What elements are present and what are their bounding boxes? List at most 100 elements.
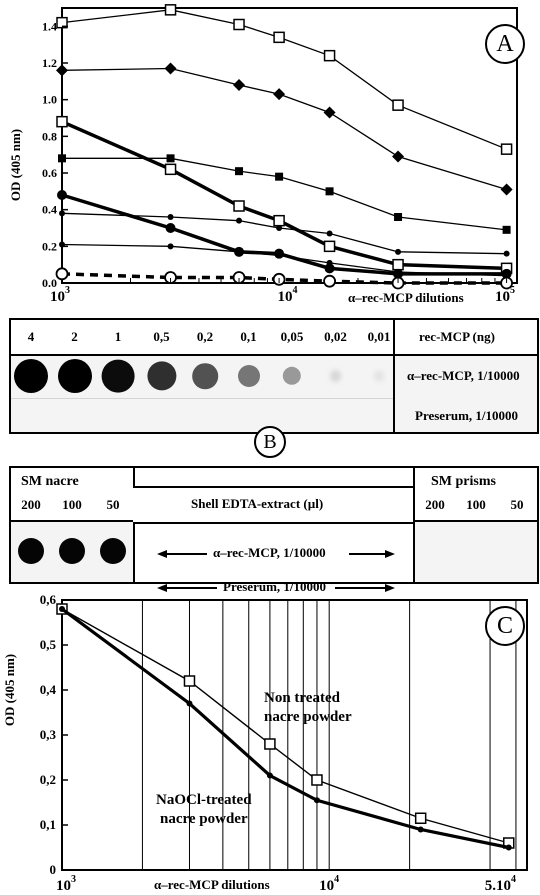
blot-rec-mcp-divider (393, 320, 395, 432)
chart-a-series-1-point (164, 4, 177, 16)
blot-rec-mcp-dot (14, 359, 48, 393)
blot-shell-row-label-1: α–rec-MCP, 1/10000 (213, 545, 326, 560)
chart-c-axes (61, 599, 528, 871)
blot-rec-mcp-row-label-1: α–rec-MCP, 1/10000 (407, 368, 520, 383)
chart-a-series-3-point (273, 214, 285, 227)
blot-prisms-header (415, 468, 537, 522)
legend-naocl-line1: NaOCl-treated (156, 792, 252, 808)
chart-c-ytick-label: 0,6 (40, 592, 57, 607)
chart-a-series-6-point (59, 210, 65, 217)
chart-a-series-line-5 (61, 193, 507, 276)
blot-rec-mcp-dot (373, 370, 385, 382)
chart-a-series-7-point (276, 252, 283, 259)
blot-shell-extract: SM nacre 200 100 50 Shell EDTA-extract (µl… (9, 466, 539, 594)
chart-a-series-2-point (233, 79, 246, 91)
blot-rec-mcp-dot (57, 359, 92, 393)
blot-rec-mcp-header (11, 320, 537, 356)
panel-b-letter: B (254, 426, 286, 458)
blot-shell-dot (59, 538, 85, 564)
chart-a-xtick-label: 105 (495, 285, 515, 305)
blot-rec-mcp-column-label: 0,01 (367, 329, 391, 344)
blot-rec-mcp-dot (101, 359, 135, 393)
chart-a-series-4-point (394, 213, 403, 221)
chart-c-series-2-point (186, 700, 193, 707)
blot-rec-mcp-dot (329, 370, 342, 382)
chart-c-ytick-label: 0 (50, 862, 57, 877)
chart-a-series-6-point (503, 250, 510, 257)
chart-a-ytick-label: 1.4 (42, 19, 57, 33)
blot-rec-mcp-column-label: 0,05 (280, 329, 304, 344)
chart-c-ytick-label: 0,3 (40, 727, 57, 742)
chart-a-series-6-point (276, 225, 283, 231)
chart-a-ylabel: OD (405 nm) (8, 129, 23, 201)
chart-a-series-7-point (236, 248, 243, 255)
chart-a-series (55, 4, 513, 290)
chart-c-series-1-point (311, 774, 323, 786)
chart-a-series-2-point (273, 88, 286, 101)
chart-a-ytick-label: 1.0 (42, 93, 57, 107)
chart-a-series-4-point (166, 154, 175, 163)
chart-c-series-1-point (414, 812, 427, 824)
chart-a-series-3-point (323, 240, 336, 253)
blot-rec-mcp-column-label: 0,2 (196, 329, 214, 344)
chart-c-ytick-label: 0,2 (40, 772, 56, 787)
chart-a-series-1-point (273, 31, 285, 44)
blot-rec-mcp-row-separator (11, 398, 393, 399)
arrow-row-1: α–rec-MCP, 1/10000 (157, 545, 395, 562)
chart-c-series-line-2 (61, 607, 510, 850)
chart-a-series-5-point (324, 263, 335, 274)
double-arrow-icon (157, 584, 395, 592)
chart-a-series-4-point (235, 167, 244, 176)
chart-a-series-1-point (323, 49, 336, 62)
legend-non-treated-line1: Non treated (264, 690, 341, 706)
chart-a-series-2-point (323, 106, 336, 119)
chart-a-series-6-point (326, 230, 333, 237)
chart-a-xtick-label: 104 (278, 285, 298, 305)
blot-nacre-title: SM nacre (21, 474, 79, 489)
chart-c-ytick-label: 0,1 (40, 817, 56, 832)
chart-a-series-5-point (165, 223, 176, 233)
chart-a-series-3-point (233, 200, 245, 212)
panel-c-letter: C (485, 606, 525, 646)
chart-c-series-2-point (266, 772, 273, 779)
chart-a-ticks: 0.0 0.2 0.4 0.6 0.8 1.0 1.2 1.4 103 104 105 (42, 19, 515, 305)
chart-a-ytick-label: 0.8 (42, 129, 57, 143)
blot-rec-mcp-column-label: 0,02 (324, 329, 347, 344)
arrow-row-2: Preserum, 1/10000 (157, 579, 395, 596)
chart-a-series-1-point (233, 18, 245, 31)
blot-rec-mcp-column-label: 4 (27, 329, 35, 344)
chart-c-ytick-label: 0,5 (40, 637, 57, 652)
chart-a-series-2-point (56, 64, 68, 77)
chart-c-xlabel: α–rec-MCP dilutions (154, 877, 270, 892)
blot-rec-mcp-column-header: rec-MCP (ng) (419, 329, 495, 344)
blot-prisms-title: SM prisms (431, 474, 496, 489)
chart-c-series-2-point (505, 844, 512, 851)
panel-a-letter: A (485, 24, 525, 64)
chart-a: 0.0 0.2 0.4 0.6 0.8 1.0 1.2 1.4 103 104 105 OD (40… (8, 4, 518, 305)
chart-a-series-2-point (164, 62, 177, 75)
chart-c-series-line-1 (61, 608, 509, 844)
chart-a-ytick-label: 0.6 (42, 166, 57, 180)
legend-naocl-line2: nacre powder (160, 811, 248, 827)
chart-a-series-4-point (275, 172, 284, 181)
chart-a-series-1-point (392, 99, 404, 111)
chart-c-frame (61, 599, 528, 871)
chart-a-axes (61, 7, 518, 284)
chart-a-series-1-point (56, 16, 68, 29)
chart-a-series-1-point (500, 143, 513, 155)
chart-a-series-6-point (395, 248, 402, 255)
chart-a-xlabel: α–rec-MCP dilutions (348, 290, 464, 305)
blot-shell-column-label: 100 (466, 497, 486, 512)
chart-a-series-4-point (502, 225, 511, 234)
blot-shell-column-label: 200 (425, 497, 445, 512)
blot-shell-dot (18, 538, 44, 564)
chart-a-xtick-label: 103 (50, 285, 70, 305)
blot-rec-mcp-dot (146, 361, 177, 391)
blot-shell-column-label: 50 (106, 497, 120, 512)
blot-rec-mcp-dot (237, 365, 260, 387)
chart-a-series-3-point (56, 115, 68, 128)
chart-a-series-6-point (236, 217, 243, 224)
blot-shell-column-label: 100 (62, 497, 82, 512)
blot-rec-mcp-dot (192, 363, 218, 389)
blot-rec-mcp-column-label: 2 (71, 329, 78, 344)
